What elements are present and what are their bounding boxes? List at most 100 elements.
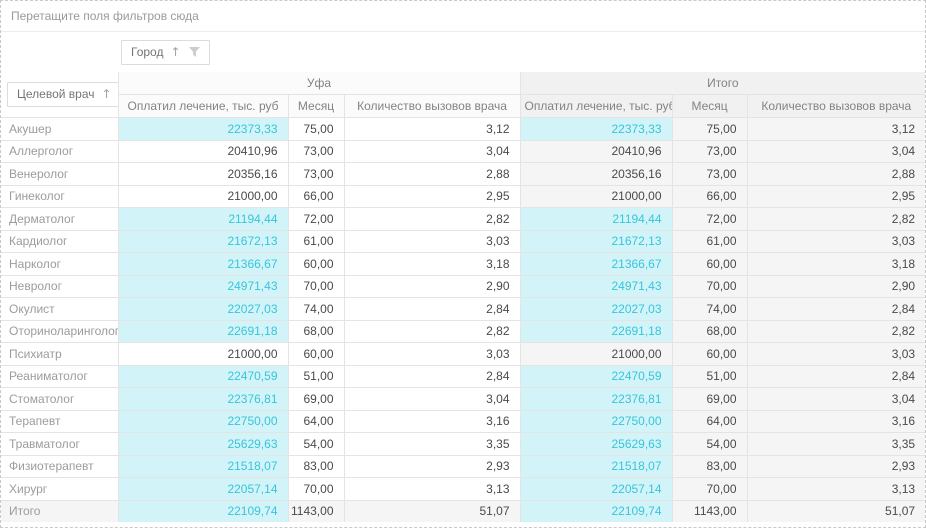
cell-itogo-paid[interactable]: 22373,33 <box>519 117 673 141</box>
cell-itogo-calls[interactable]: 2,82 <box>746 319 925 343</box>
cell-itogo-calls[interactable]: 2,84 <box>746 297 925 321</box>
cell-itogo-paid[interactable]: 22109,74 <box>519 499 673 523</box>
row-field-chip-doctor[interactable]: Целевой врач ↑ <box>7 82 117 107</box>
cell-ufa-calls[interactable]: 3,04 <box>343 387 521 411</box>
cell-itogo-month[interactable]: 70,00 <box>671 274 748 298</box>
cell-itogo-paid[interactable]: 21518,07 <box>519 454 673 478</box>
cell-ufa-month[interactable]: 70,00 <box>287 477 345 501</box>
cell-itogo-month[interactable]: 66,00 <box>671 184 748 208</box>
cell-itogo-paid[interactable]: 20410,96 <box>519 139 673 163</box>
cell-ufa-month[interactable]: 73,00 <box>287 139 345 163</box>
cell-itogo-calls[interactable]: 3,04 <box>746 387 925 411</box>
cell-itogo-calls[interactable]: 51,07 <box>746 499 925 523</box>
cell-ufa-month[interactable]: 70,00 <box>287 274 345 298</box>
cell-ufa-month[interactable]: 75,00 <box>287 117 345 141</box>
cell-ufa-month[interactable]: 1143,00 <box>287 499 345 523</box>
cell-ufa-month[interactable]: 72,00 <box>287 207 345 231</box>
cell-ufa-paid[interactable]: 21194,44 <box>117 207 289 231</box>
cell-ufa-month[interactable]: 60,00 <box>287 252 345 276</box>
cell-ufa-calls[interactable]: 51,07 <box>343 499 521 523</box>
cell-ufa-calls[interactable]: 3,35 <box>343 432 521 456</box>
cell-itogo-month[interactable]: 83,00 <box>671 454 748 478</box>
cell-ufa-calls[interactable]: 3,13 <box>343 477 521 501</box>
cell-itogo-paid[interactable]: 24971,43 <box>519 274 673 298</box>
cell-itogo-month[interactable]: 61,00 <box>671 229 748 253</box>
cell-itogo-paid[interactable]: 25629,63 <box>519 432 673 456</box>
cell-ufa-month[interactable]: 69,00 <box>287 387 345 411</box>
cell-ufa-paid[interactable]: 22376,81 <box>117 387 289 411</box>
cell-itogo-paid[interactable]: 22470,59 <box>519 364 673 388</box>
cell-ufa-month[interactable]: 51,00 <box>287 364 345 388</box>
cell-ufa-paid[interactable]: 22373,33 <box>117 117 289 141</box>
cell-itogo-calls[interactable]: 3,12 <box>746 117 925 141</box>
cell-ufa-paid[interactable]: 20410,96 <box>117 139 289 163</box>
cell-itogo-month[interactable]: 74,00 <box>671 297 748 321</box>
cell-ufa-month[interactable]: 74,00 <box>287 297 345 321</box>
cell-itogo-month[interactable]: 60,00 <box>671 252 748 276</box>
cell-itogo-calls[interactable]: 3,04 <box>746 139 925 163</box>
cell-ufa-calls[interactable]: 2,82 <box>343 207 521 231</box>
cell-itogo-calls[interactable]: 2,82 <box>746 207 925 231</box>
cell-itogo-calls[interactable]: 2,93 <box>746 454 925 478</box>
cell-ufa-paid[interactable]: 22109,74 <box>117 499 289 523</box>
cell-ufa-month[interactable]: 64,00 <box>287 409 345 433</box>
cell-ufa-paid[interactable]: 25629,63 <box>117 432 289 456</box>
cell-itogo-month[interactable]: 1143,00 <box>671 499 748 523</box>
cell-itogo-calls[interactable]: 2,90 <box>746 274 925 298</box>
cell-ufa-calls[interactable]: 3,03 <box>343 342 521 366</box>
cell-ufa-calls[interactable]: 2,88 <box>343 162 521 186</box>
cell-itogo-month[interactable]: 64,00 <box>671 409 748 433</box>
cell-itogo-calls[interactable]: 3,03 <box>746 342 925 366</box>
cell-itogo-month[interactable]: 68,00 <box>671 319 748 343</box>
cell-itogo-calls[interactable]: 3,35 <box>746 432 925 456</box>
cell-ufa-calls[interactable]: 3,16 <box>343 409 521 433</box>
cell-ufa-paid[interactable]: 21000,00 <box>117 184 289 208</box>
cell-itogo-paid[interactable]: 20356,16 <box>519 162 673 186</box>
cell-itogo-month[interactable]: 69,00 <box>671 387 748 411</box>
column-field-chip-city[interactable]: Город ↑ <box>121 39 210 65</box>
cell-itogo-paid[interactable]: 22057,14 <box>519 477 673 501</box>
cell-itogo-month[interactable]: 54,00 <box>671 432 748 456</box>
filter-fields-drop-area[interactable]: Перетащите поля фильтров сюда <box>1 1 925 32</box>
cell-ufa-month[interactable]: 83,00 <box>287 454 345 478</box>
cell-ufa-month[interactable]: 61,00 <box>287 229 345 253</box>
cell-itogo-month[interactable]: 70,00 <box>671 477 748 501</box>
cell-ufa-paid[interactable]: 22470,59 <box>117 364 289 388</box>
cell-itogo-calls[interactable]: 3,13 <box>746 477 925 501</box>
cell-ufa-paid[interactable]: 21366,67 <box>117 252 289 276</box>
cell-itogo-month[interactable]: 51,00 <box>671 364 748 388</box>
cell-itogo-paid[interactable]: 21194,44 <box>519 207 673 231</box>
cell-ufa-month[interactable]: 54,00 <box>287 432 345 456</box>
cell-ufa-calls[interactable]: 3,03 <box>343 229 521 253</box>
cell-ufa-calls[interactable]: 3,18 <box>343 252 521 276</box>
cell-itogo-month[interactable]: 75,00 <box>671 117 748 141</box>
cell-itogo-month[interactable]: 72,00 <box>671 207 748 231</box>
cell-ufa-paid[interactable]: 21000,00 <box>117 342 289 366</box>
cell-ufa-paid[interactable]: 22750,00 <box>117 409 289 433</box>
cell-ufa-calls[interactable]: 3,04 <box>343 139 521 163</box>
cell-itogo-calls[interactable]: 3,16 <box>746 409 925 433</box>
cell-itogo-month[interactable]: 60,00 <box>671 342 748 366</box>
cell-ufa-calls[interactable]: 2,90 <box>343 274 521 298</box>
cell-itogo-paid[interactable]: 21000,00 <box>519 342 673 366</box>
cell-ufa-calls[interactable]: 2,82 <box>343 319 521 343</box>
cell-itogo-month[interactable]: 73,00 <box>671 139 748 163</box>
cell-ufa-paid[interactable]: 22691,18 <box>117 319 289 343</box>
cell-itogo-paid[interactable]: 21672,13 <box>519 229 673 253</box>
cell-ufa-paid[interactable]: 21672,13 <box>117 229 289 253</box>
cell-itogo-month[interactable]: 73,00 <box>671 162 748 186</box>
sort-asc-icon[interactable]: ↑ <box>170 44 181 59</box>
cell-ufa-paid[interactable]: 21518,07 <box>117 454 289 478</box>
cell-itogo-paid[interactable]: 21366,67 <box>519 252 673 276</box>
cell-ufa-calls[interactable]: 2,84 <box>343 297 521 321</box>
sort-asc-icon[interactable]: ↑ <box>101 87 112 101</box>
cell-itogo-paid[interactable]: 22376,81 <box>519 387 673 411</box>
cell-ufa-calls[interactable]: 2,93 <box>343 454 521 478</box>
cell-itogo-calls[interactable]: 2,84 <box>746 364 925 388</box>
cell-ufa-calls[interactable]: 3,12 <box>343 117 521 141</box>
cell-ufa-month[interactable]: 68,00 <box>287 319 345 343</box>
cell-itogo-paid[interactable]: 22027,03 <box>519 297 673 321</box>
cell-ufa-month[interactable]: 73,00 <box>287 162 345 186</box>
cell-ufa-paid[interactable]: 22027,03 <box>117 297 289 321</box>
cell-ufa-paid[interactable]: 20356,16 <box>117 162 289 186</box>
